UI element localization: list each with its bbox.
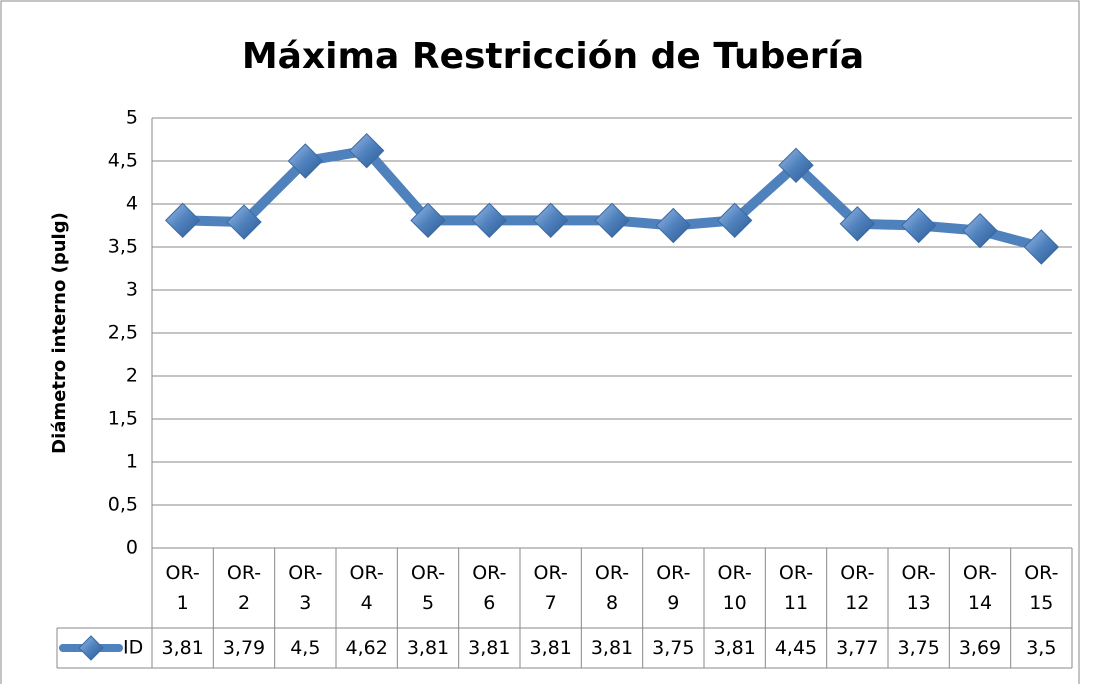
y-tick-label: 2,5 (108, 322, 138, 344)
x-tick-label: OR-6 (472, 562, 507, 614)
data-marker (471, 202, 508, 239)
data-table-value: 3,69 (958, 637, 1002, 659)
x-tick-label-box: OR-7 (533, 562, 568, 614)
x-tick-label-box: OR-5 (410, 562, 446, 614)
x-tick-label: OR-4 (349, 562, 384, 614)
data-marker (1023, 229, 1060, 265)
x-tick-label: OR-13 (901, 562, 936, 614)
x-tick-label: OR-2 (226, 562, 262, 614)
data-marker (839, 206, 876, 242)
y-tick-label: 3 (126, 279, 138, 301)
x-tick-label-box: OR-3 (288, 562, 323, 614)
x-tick-label: OR-14 (962, 562, 998, 614)
data-marker (410, 202, 446, 239)
data-marker (778, 147, 814, 184)
chart-title: Máxima Restricción de Tubería (242, 36, 864, 77)
data-table-value-box: 4,62 (345, 637, 388, 659)
data-table-value-box: 3,81 (713, 637, 756, 659)
y-tick-label: 0,5 (108, 494, 138, 516)
x-tick-label-box: OR-8 (594, 562, 630, 614)
data-table-value: 3,75 (652, 637, 695, 659)
data-marker (962, 212, 998, 249)
x-tick-label: OR-3 (288, 562, 323, 614)
x-tick-label: OR-15 (1024, 562, 1059, 614)
y-tick-label: 4 (126, 193, 138, 215)
y-tick-label: 2 (126, 365, 138, 387)
x-tick-label: OR-11 (778, 562, 814, 614)
data-table-value: 3,75 (897, 637, 940, 659)
data-table-value-box: 3,75 (897, 637, 940, 659)
x-tick-label-box: OR-14 (962, 562, 998, 614)
data-table-value: 4,62 (345, 637, 388, 659)
x-tick-label-box: OR-12 (840, 562, 875, 614)
data-table-value: 3,81 (406, 637, 450, 659)
data-table-value-box: 3,75 (652, 637, 695, 659)
data-marker (716, 202, 753, 239)
data-marker (594, 202, 630, 239)
y-tick-label: 3,5 (108, 236, 138, 258)
x-tick-label: OR-7 (533, 562, 568, 614)
data-marker (287, 143, 324, 179)
y-axis-label: Diámetro interno (pulg) (49, 212, 70, 454)
data-table-value-box: 3,79 (222, 637, 266, 659)
data-marker (226, 204, 262, 240)
x-tick-label-box: OR-2 (226, 562, 262, 614)
data-table-value: 3,81 (590, 637, 634, 659)
legend-label: ID (123, 637, 143, 659)
y-tick-label: 4,5 (108, 150, 138, 172)
x-tick-label-box: OR-9 (656, 562, 691, 614)
x-tick-label: OR-12 (840, 562, 875, 614)
data-table-value: 3,81 (468, 637, 511, 659)
data-table-value-box: 3,81 (468, 637, 511, 659)
data-marker (348, 132, 385, 169)
data-table-value-box: 3,81 (161, 637, 204, 659)
data-table-value: 3,81 (161, 637, 204, 659)
data-table-value-box: 4,45 (774, 637, 818, 659)
y-tick-label: 1,5 (108, 408, 138, 430)
data-marker (900, 207, 937, 244)
data-table-value: 3,81 (529, 637, 572, 659)
y-tick-label: 0 (126, 537, 138, 559)
x-tick-label: OR-10 (717, 562, 752, 614)
data-table-value-box: 3,5 (1026, 637, 1057, 659)
x-tick-label-box: OR-1 (165, 562, 200, 614)
x-tick-label-box: OR-6 (472, 562, 507, 614)
data-table-value: 4,45 (774, 637, 818, 659)
x-tick-label-box: OR-15 (1024, 562, 1059, 614)
data-marker (532, 202, 569, 239)
x-tick-label-box: OR-11 (778, 562, 814, 614)
data-table-value: 3,5 (1026, 637, 1057, 659)
legend-key-marker (78, 635, 104, 661)
x-tick-label-box: OR-10 (717, 562, 752, 614)
data-table-value: 3,81 (713, 637, 756, 659)
data-table-value-box: 3,77 (836, 637, 879, 659)
data-marker (164, 202, 201, 239)
data-table-value-box: 4,5 (290, 637, 321, 659)
data-table-value: 4,5 (290, 637, 321, 659)
y-tick-label: 5 (126, 107, 138, 129)
x-tick-label: OR-5 (410, 562, 446, 614)
data-table-value: 3,79 (222, 637, 266, 659)
data-table-value-box: 3,69 (958, 637, 1002, 659)
x-tick-label: OR-8 (594, 562, 630, 614)
x-tick-label-box: OR-13 (901, 562, 936, 614)
x-tick-label: OR-9 (656, 562, 691, 614)
data-table-value-box: 3,81 (529, 637, 572, 659)
x-tick-label: OR-1 (165, 562, 200, 614)
data-marker (655, 207, 692, 244)
y-tick-label: 1 (126, 451, 138, 473)
x-tick-label-box: OR-4 (349, 562, 384, 614)
data-table-value-box: 3,81 (406, 637, 450, 659)
data-table-value-box: 3,81 (590, 637, 634, 659)
data-table-value: 3,77 (836, 637, 879, 659)
